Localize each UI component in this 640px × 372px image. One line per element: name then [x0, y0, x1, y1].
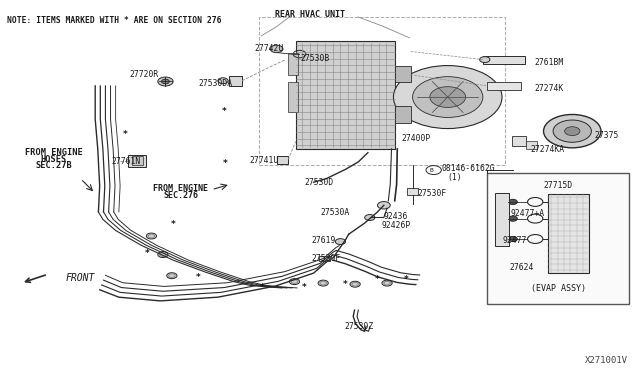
Text: NOTE: ITEMS MARKED WITH * ARE ON SECTION 276: NOTE: ITEMS MARKED WITH * ARE ON SECTION… [7, 16, 221, 25]
Text: FROM ENGINE: FROM ENGINE [154, 184, 208, 193]
Bar [487, 82, 520, 90]
Bar [288, 82, 298, 112]
Bar [511, 136, 525, 146]
Text: 92477: 92477 [502, 236, 526, 245]
Text: 27530B: 27530B [301, 54, 330, 63]
Text: 27400P: 27400P [402, 134, 431, 143]
Text: B: B [429, 167, 433, 173]
Text: *: * [123, 129, 127, 139]
Text: 92436: 92436 [384, 212, 408, 221]
Bar [276, 155, 288, 164]
Text: 27375: 27375 [595, 131, 619, 141]
Text: FROM ENGINE: FROM ENGINE [25, 148, 83, 157]
Circle shape [553, 120, 591, 142]
Bar [487, 173, 629, 304]
Text: SEC.276: SEC.276 [163, 191, 198, 200]
Text: SEC.27B: SEC.27B [35, 161, 72, 170]
Bar [407, 188, 419, 195]
Circle shape [564, 127, 580, 136]
Text: 27715D: 27715D [543, 181, 573, 190]
Text: REAR HVAC UNIT: REAR HVAC UNIT [275, 10, 346, 19]
Text: *: * [404, 275, 408, 284]
Text: 27530Z: 27530Z [344, 321, 374, 331]
Circle shape [430, 87, 466, 108]
Text: *: * [301, 283, 307, 292]
Bar [395, 65, 411, 82]
Bar [129, 155, 147, 167]
Bar [288, 52, 298, 75]
Text: 27530DA: 27530DA [198, 79, 233, 88]
Text: 27530F: 27530F [312, 254, 341, 263]
Circle shape [158, 77, 173, 86]
Text: HOSES: HOSES [40, 155, 67, 164]
Text: 2761BM: 2761BM [534, 58, 564, 67]
Circle shape [508, 236, 517, 241]
Text: 27530A: 27530A [320, 208, 349, 217]
Text: *: * [171, 221, 175, 230]
Text: *: * [222, 108, 227, 116]
Circle shape [479, 57, 490, 62]
Circle shape [350, 281, 360, 287]
Text: 27720R: 27720R [130, 70, 159, 79]
Circle shape [382, 280, 392, 286]
Text: *: * [223, 158, 228, 167]
Bar [132, 156, 143, 165]
Circle shape [162, 79, 170, 84]
Bar [259, 17, 505, 165]
Text: (EVAP ASSY): (EVAP ASSY) [531, 285, 586, 294]
Circle shape [270, 45, 283, 52]
Circle shape [378, 202, 390, 209]
Text: *: * [375, 275, 380, 284]
Text: (1): (1) [448, 173, 462, 182]
Circle shape [218, 78, 228, 84]
Text: *: * [260, 283, 265, 292]
Text: *: * [343, 280, 348, 289]
Circle shape [147, 233, 157, 239]
Text: 27274K: 27274K [534, 84, 564, 93]
Text: 27624: 27624 [509, 263, 533, 272]
Text: *: * [145, 249, 150, 258]
Circle shape [508, 216, 517, 221]
Text: 27619: 27619 [312, 236, 336, 245]
Text: 08146-6162G: 08146-6162G [442, 164, 495, 173]
Text: X271001V: X271001V [585, 356, 628, 365]
Circle shape [318, 280, 328, 286]
Bar [525, 141, 537, 149]
Text: 27741U: 27741U [250, 156, 279, 165]
Bar [495, 193, 509, 246]
Circle shape [543, 115, 601, 148]
Bar [319, 256, 330, 261]
Circle shape [158, 251, 168, 257]
Circle shape [289, 279, 300, 285]
Text: 27530D: 27530D [304, 178, 333, 187]
Circle shape [365, 215, 375, 221]
Circle shape [508, 199, 517, 205]
Text: 27274KA: 27274KA [531, 145, 565, 154]
Text: 92477+A: 92477+A [510, 209, 545, 218]
Text: FRONT: FRONT [66, 273, 95, 283]
Text: 92426P: 92426P [381, 221, 410, 230]
Bar [296, 41, 395, 149]
Text: 27530F: 27530F [417, 189, 446, 198]
Bar [229, 76, 242, 86]
Circle shape [413, 77, 483, 118]
Bar [395, 106, 411, 123]
Circle shape [394, 65, 502, 129]
Bar [548, 194, 589, 273]
Circle shape [167, 273, 177, 279]
Text: *: * [196, 273, 201, 282]
Bar [483, 55, 525, 64]
Text: 27742U: 27742U [255, 44, 284, 53]
Circle shape [335, 238, 346, 244]
Text: 27761N: 27761N [111, 157, 140, 166]
